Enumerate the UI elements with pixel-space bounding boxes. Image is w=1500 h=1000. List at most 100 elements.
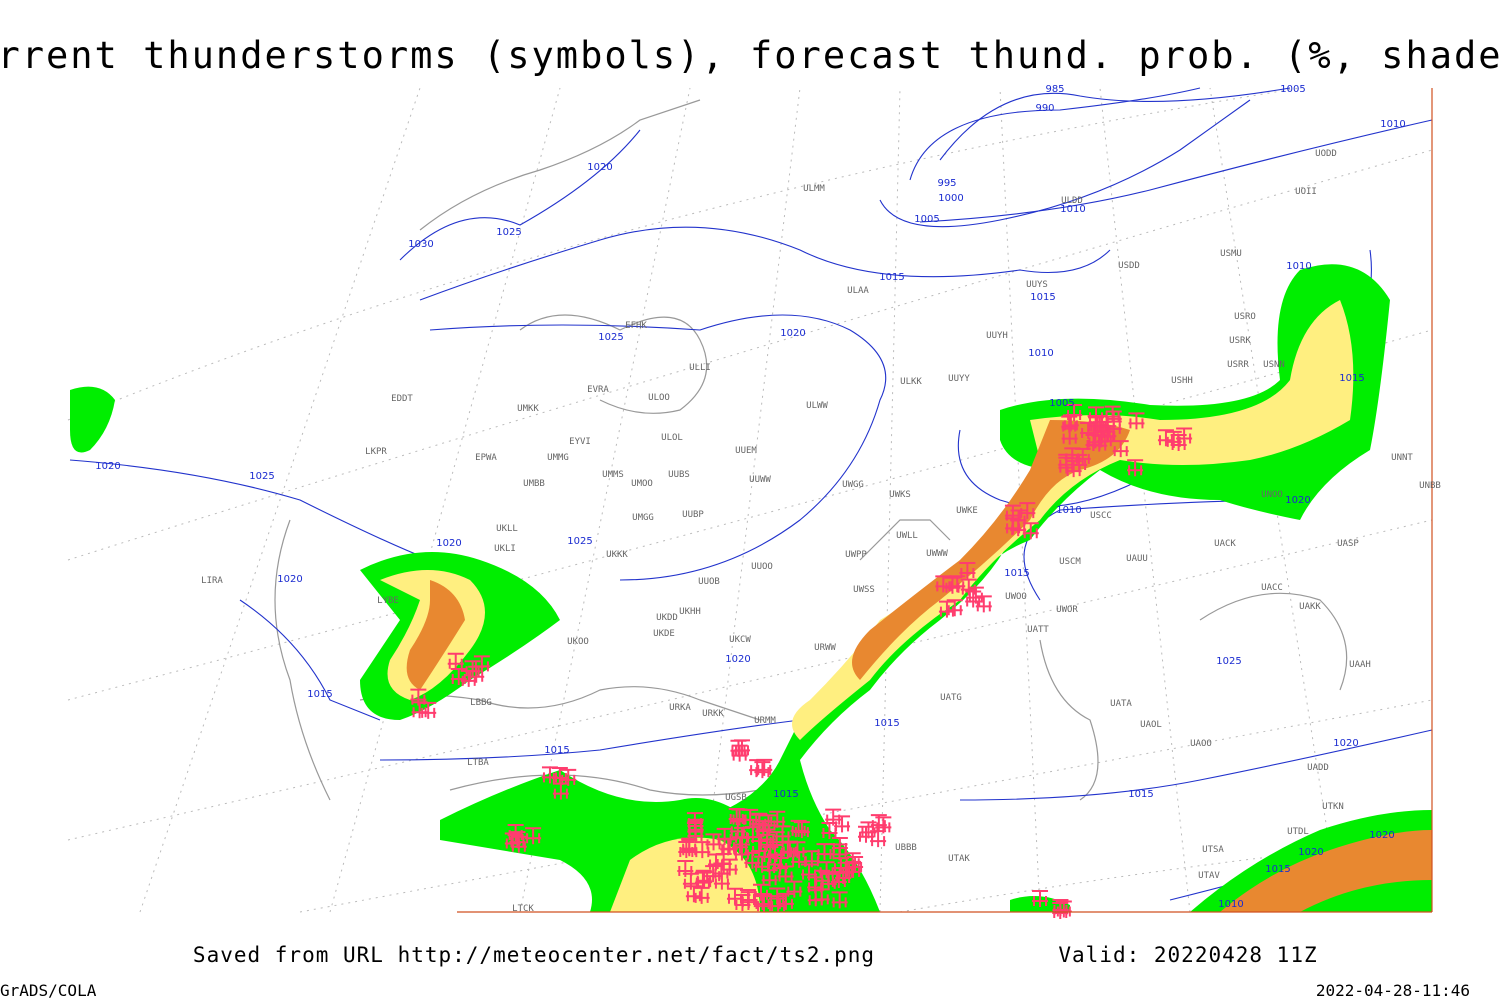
- storm-symbol: [450, 668, 467, 686]
- storm-symbol: [870, 830, 887, 848]
- isobar-label: 1015: [1004, 568, 1029, 579]
- storm-symbol: [760, 814, 777, 832]
- storm-symbol: [756, 895, 773, 913]
- storm-symbol: [1052, 899, 1069, 917]
- storm-symbol: [1080, 422, 1097, 440]
- storm-symbol: [682, 872, 699, 890]
- isobar-label: 1020: [436, 538, 461, 549]
- isobar-label: 1025: [598, 332, 623, 343]
- storm-symbol: [858, 825, 875, 843]
- station-label: URKA: [669, 703, 691, 713]
- station-label: ULOL: [661, 433, 683, 443]
- station-label: URWW: [814, 643, 836, 653]
- station-label: UODD: [1315, 149, 1337, 159]
- storm-symbol: [754, 855, 771, 873]
- timestamp: 2022-04-28-11:46: [1316, 981, 1470, 1000]
- isobar-label: 1015: [544, 745, 569, 756]
- storm-symbol: [790, 819, 807, 837]
- isobar-label: 1020: [1285, 495, 1310, 506]
- isobar-label: 1015: [307, 689, 332, 700]
- storm-symbol: [821, 822, 838, 840]
- station-label: UTKN: [1322, 802, 1344, 812]
- station-label: UKOO: [567, 637, 589, 647]
- station-label: UACC: [1261, 583, 1283, 593]
- storm-symbol: [685, 885, 702, 903]
- station-label: ULAA: [847, 286, 869, 296]
- storm-symbol: [758, 833, 775, 851]
- storm-symbol: [965, 590, 982, 608]
- isobar-label: 1005: [914, 214, 939, 225]
- storm-symbol: [825, 808, 842, 826]
- station-label: UTAK: [948, 854, 970, 864]
- storm-symbol: [693, 886, 710, 904]
- software: GrADS/COLA: [0, 981, 97, 1000]
- storm-symbol: [807, 889, 824, 907]
- station-label: UKDE: [653, 629, 675, 639]
- station-label: UNNT: [1391, 453, 1413, 463]
- station-label: UMBB: [523, 479, 545, 489]
- isobar-label: 1010: [1060, 204, 1085, 215]
- storm-symbol: [694, 841, 711, 859]
- station-label: UOII: [1295, 187, 1317, 197]
- station-label: USNN: [1263, 360, 1285, 370]
- storm-symbol: [726, 887, 743, 905]
- station-label: UGSB: [725, 793, 747, 803]
- storm-symbol: [946, 599, 963, 617]
- storm-symbol: [560, 768, 577, 786]
- station-label: UUYY: [948, 374, 970, 384]
- station-label: LTBA: [467, 758, 489, 768]
- station-label: UMMG: [547, 453, 569, 463]
- storm-symbol: [687, 818, 704, 836]
- isobar-label: 1030: [408, 239, 433, 250]
- storm-symbol: [1071, 454, 1088, 472]
- graticule: [67, 87, 1433, 913]
- station-label: UWKE: [956, 506, 978, 516]
- storm-symbol: [818, 861, 835, 879]
- storm-symbol: [733, 843, 750, 861]
- station-label: UUEM: [735, 446, 757, 456]
- storm-symbol: [715, 852, 732, 870]
- storm-symbol: [1100, 425, 1117, 443]
- map-frame: [457, 88, 1433, 913]
- thunderstorm-probability: [70, 264, 1432, 912]
- storm-symbol: [744, 851, 761, 869]
- isobar-label: 1020: [1298, 847, 1323, 858]
- station-label: UUYS: [1026, 280, 1048, 290]
- station-label: EPWA: [475, 453, 497, 463]
- station-label: USMU: [1220, 249, 1242, 259]
- station-label: UMMS: [602, 470, 624, 480]
- storm-symbol: [801, 863, 818, 881]
- station-label: USCC: [1090, 511, 1112, 521]
- thunderstorm-symbols: [410, 404, 1193, 919]
- station-label: LBBG: [470, 698, 492, 708]
- isobar-label: 1015: [1030, 292, 1055, 303]
- storm-symbol: [831, 837, 848, 855]
- isobar-label: 1010: [1028, 348, 1053, 359]
- storm-symbol: [541, 766, 558, 784]
- station-label: ULLI: [689, 363, 711, 373]
- station-label: UBBB: [895, 843, 917, 853]
- station-label: UACK: [1214, 539, 1236, 549]
- station-label: UKCW: [729, 635, 751, 645]
- station-label: LYBE: [377, 596, 399, 606]
- storm-symbol: [845, 860, 862, 878]
- station-label: EYVI: [569, 437, 591, 447]
- station-label: UUOO: [751, 562, 773, 572]
- storm-symbol: [847, 855, 864, 873]
- station-label: URMM: [754, 716, 776, 726]
- source-url: Saved from URL http://meteocenter.net/fa…: [193, 943, 875, 967]
- storm-symbol: [967, 586, 984, 604]
- station-label: EFHK: [625, 321, 647, 331]
- storm-symbol: [705, 865, 722, 883]
- storm-symbol: [1032, 890, 1049, 908]
- isobar-label: 1000: [938, 193, 963, 204]
- station-label: UWWW: [926, 549, 948, 559]
- storm-symbol: [766, 853, 783, 871]
- storm-symbol: [832, 857, 849, 875]
- station-label: USDD: [1118, 261, 1140, 271]
- storm-symbol: [1089, 415, 1106, 433]
- storm-symbol: [831, 891, 848, 909]
- storm-symbol: [975, 595, 992, 613]
- storm-symbol: [731, 744, 748, 762]
